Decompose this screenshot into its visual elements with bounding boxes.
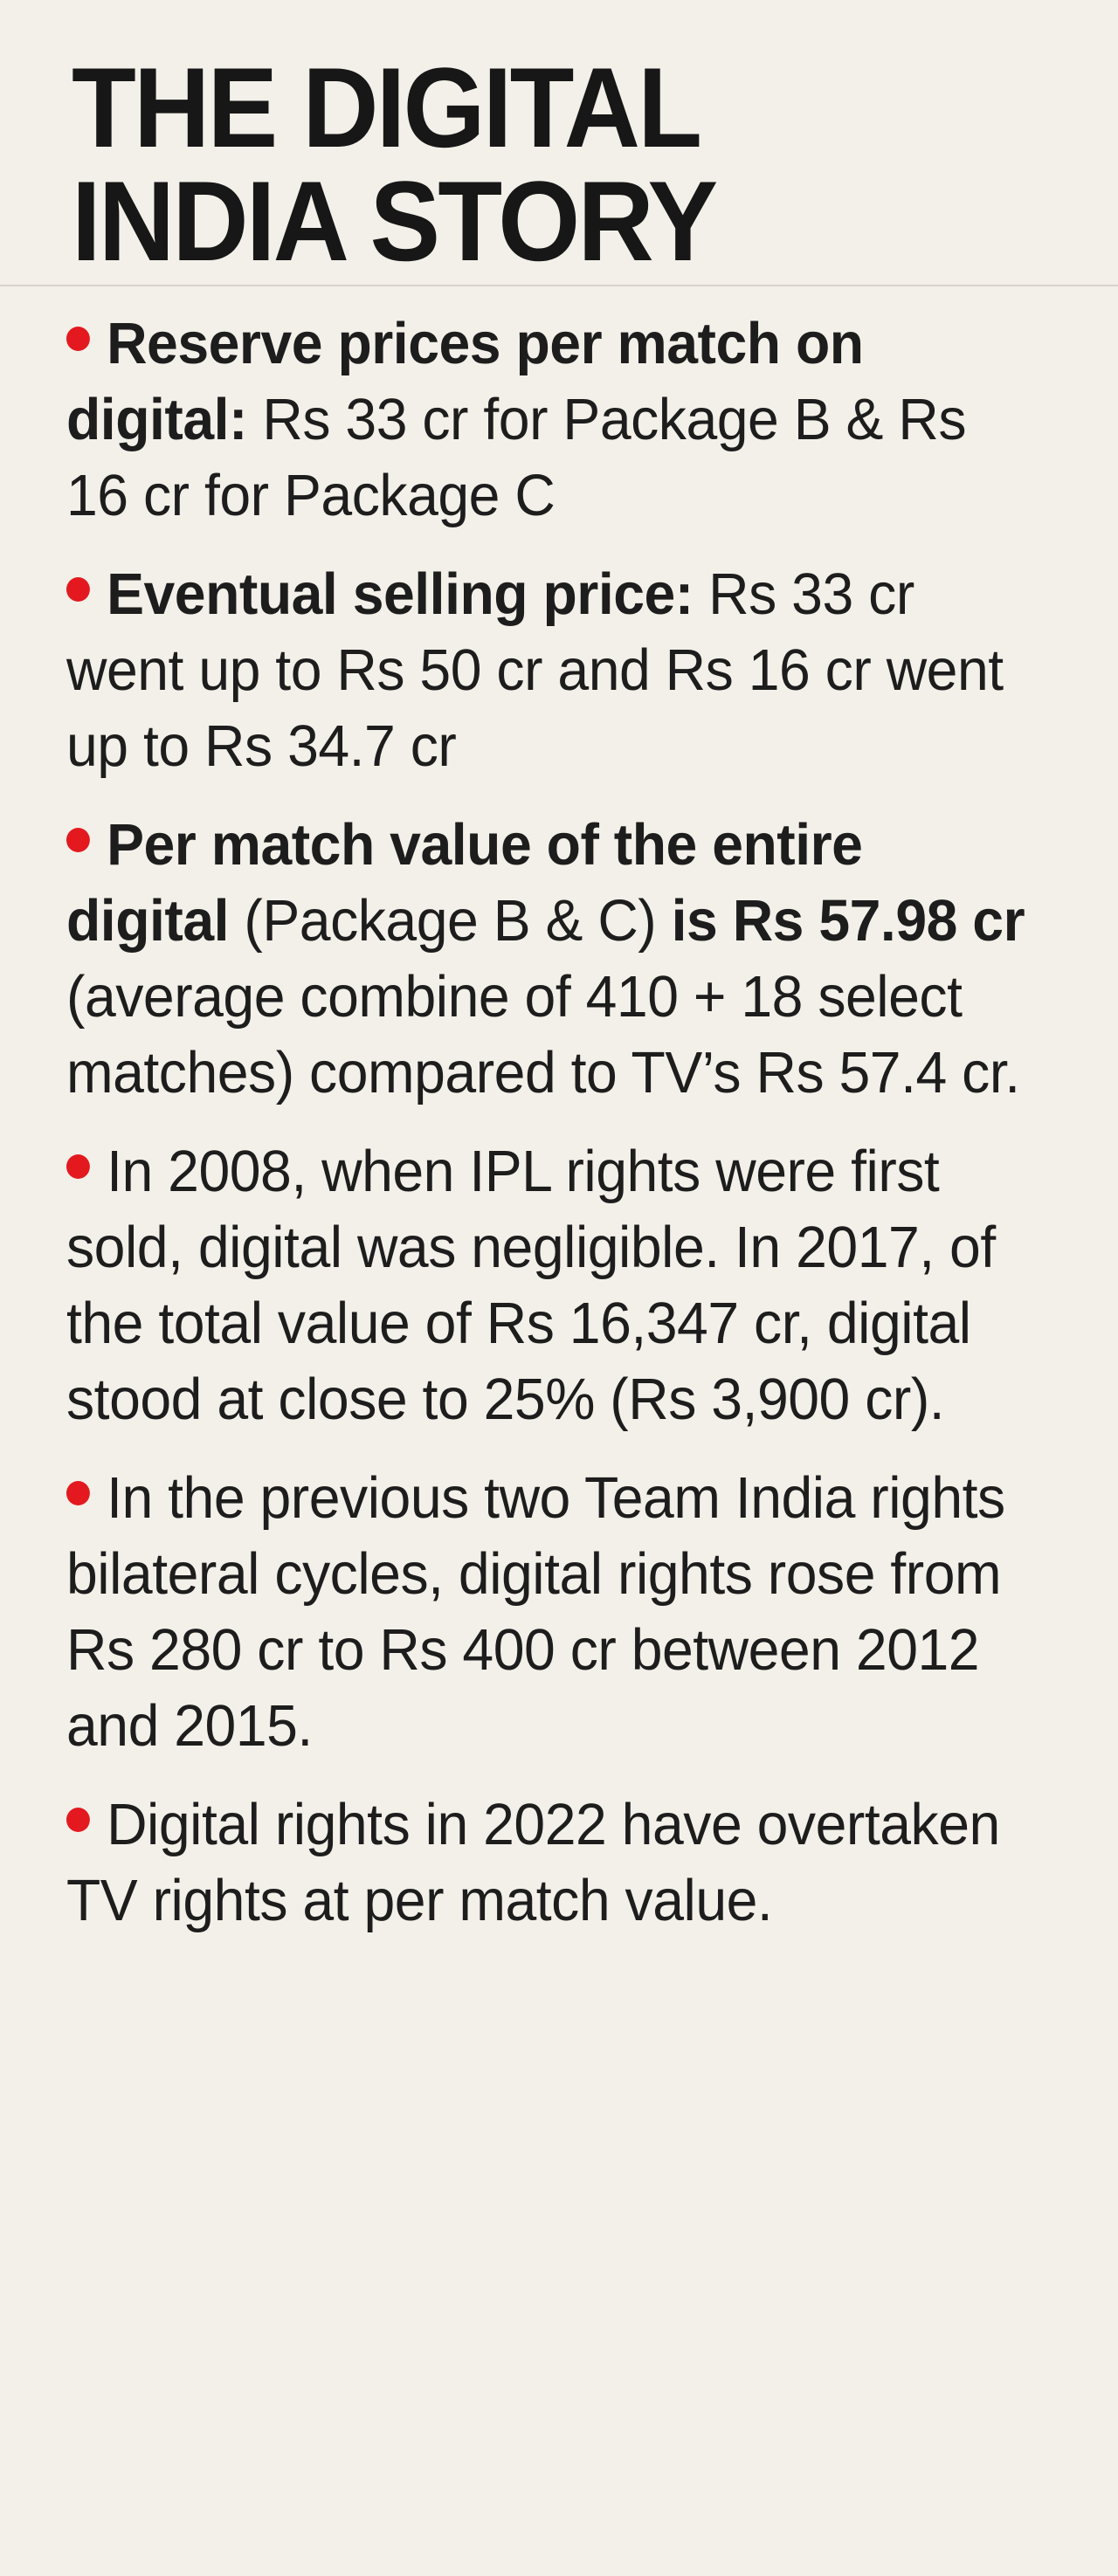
red-bullet-icon bbox=[66, 1481, 90, 1505]
item-label: Eventual selling price: bbox=[107, 561, 694, 627]
list-item: Eventual selling price: Rs 33 cr went up… bbox=[66, 556, 1039, 784]
item-text: Rs 33 cr for Package B & Rs 16 cr for Pa… bbox=[66, 387, 967, 528]
item-text: Digital rights in 2022 have overtaken TV… bbox=[66, 1792, 1000, 1933]
item-text: In the previous two Team India rights bi… bbox=[66, 1465, 1005, 1759]
item-text: (Package B & C) bbox=[229, 888, 672, 954]
red-bullet-icon bbox=[66, 1154, 90, 1179]
item-label-value: is Rs 57.98 cr bbox=[671, 888, 1025, 954]
list-item: Reserve prices per match on digital: Rs … bbox=[66, 306, 1039, 534]
title-line-1: THE DIGITAL bbox=[72, 44, 702, 171]
list-item: Digital rights in 2022 have overtaken TV… bbox=[66, 1787, 1039, 1939]
item-text-detail: (average combine of 410 + 18 select matc… bbox=[66, 964, 1020, 1105]
item-text: In 2008, when IPL rights were first sold… bbox=[66, 1139, 996, 1432]
red-bullet-icon bbox=[66, 1808, 90, 1832]
red-bullet-icon bbox=[66, 327, 90, 351]
red-bullet-icon bbox=[66, 577, 90, 602]
list-item: In 2008, when IPL rights were first sold… bbox=[66, 1133, 1039, 1437]
title-line-2: INDIA STORY bbox=[72, 157, 718, 285]
bullet-list: Reserve prices per match on digital: Rs … bbox=[66, 306, 1080, 1961]
item-text: Rs 33 cr went up to Rs 50 cr and Rs 16 c… bbox=[66, 561, 1004, 779]
list-item: Per match value of the entire digital (P… bbox=[66, 807, 1039, 1111]
page-title: THE DIGITAL INDIA STORY bbox=[72, 44, 718, 285]
list-item: In the previous two Team India rights bi… bbox=[66, 1460, 1039, 1764]
red-bullet-icon bbox=[66, 828, 90, 852]
title-divider bbox=[0, 285, 1118, 286]
item-label: Per match value of the entire digital bbox=[66, 812, 863, 954]
item-label: Reserve prices per match on digital: bbox=[66, 311, 864, 452]
